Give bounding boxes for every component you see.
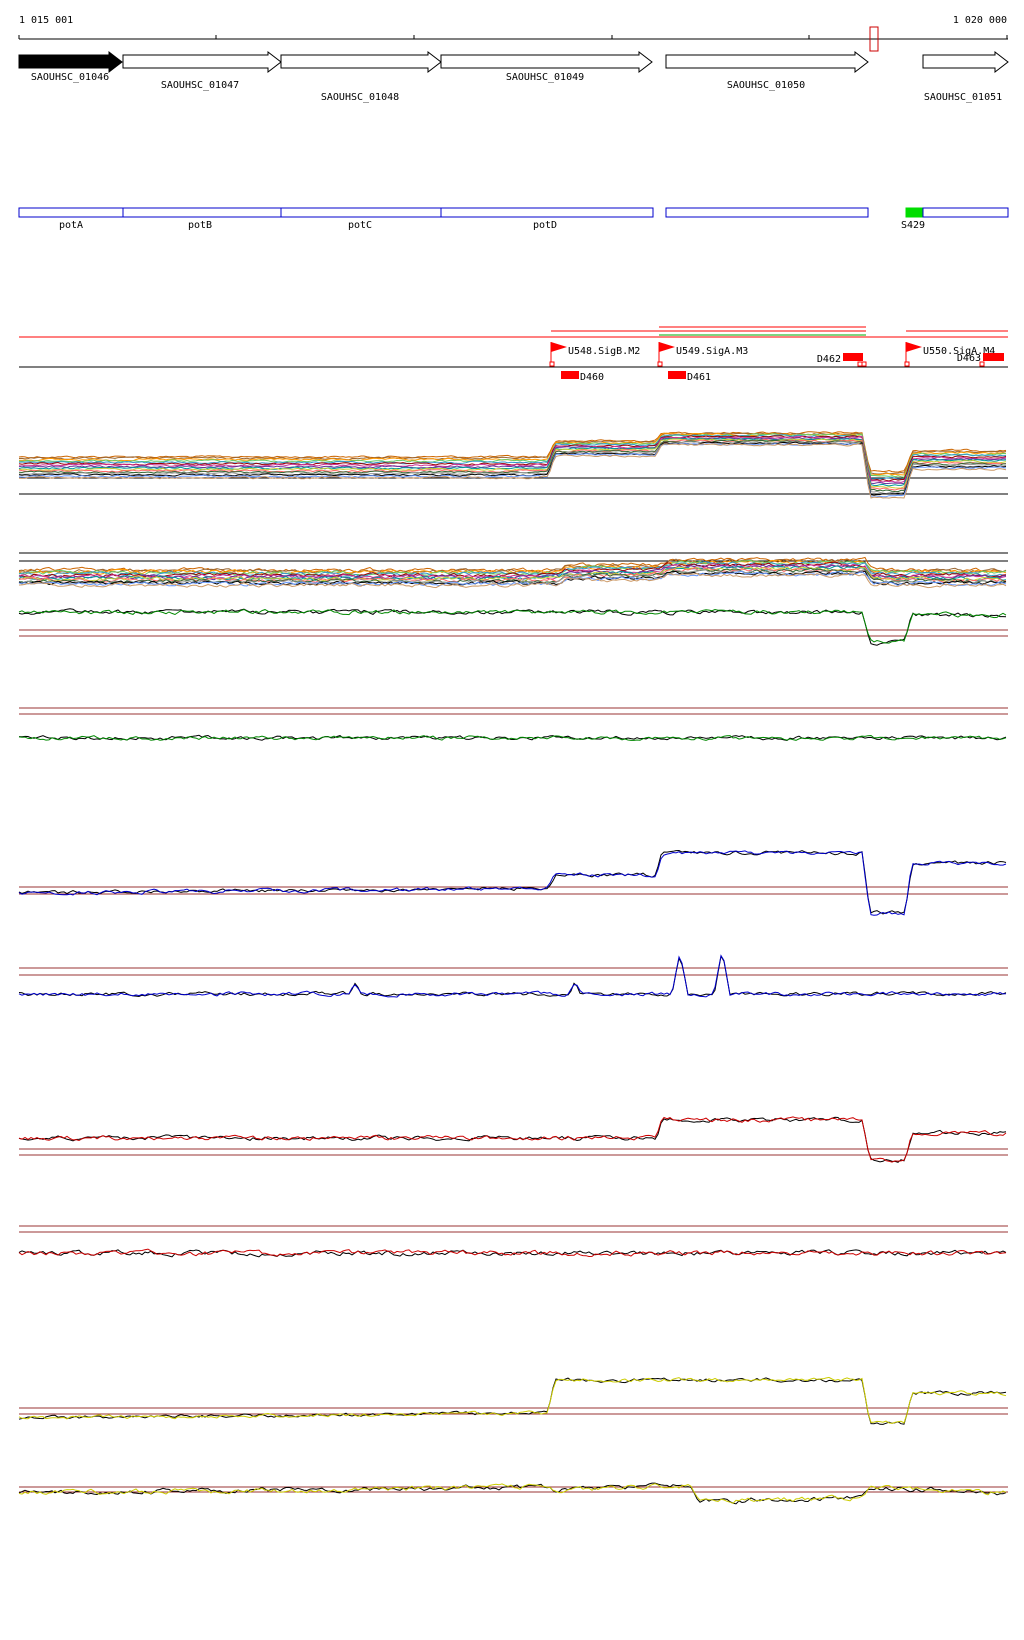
red-outline-marker-icon[interactable]	[869, 26, 879, 52]
profile-line	[18, 562, 1007, 580]
profile-line	[18, 850, 1007, 916]
feature-box-unnamed[interactable]	[665, 207, 869, 218]
gene-arrow-saouhsc-01049[interactable]	[440, 50, 653, 74]
feature-track: potA potB potC potD S429	[18, 207, 1009, 231]
profile-line	[18, 954, 1007, 998]
gene-arrow-saouhsc-01048[interactable]	[280, 50, 442, 74]
terminator-label: D462	[817, 354, 841, 365]
profile-line	[18, 1483, 1007, 1504]
promoter-label: U550.SigA.M4	[923, 346, 995, 357]
feature-label: potA	[59, 220, 83, 231]
profile-line	[18, 442, 1007, 498]
promoter-u548[interactable]: U548.SigB.M2	[549, 342, 640, 367]
s-feature-label: S429	[901, 220, 925, 231]
profile-line	[18, 443, 1007, 499]
profile-line	[18, 431, 1007, 473]
profile-line	[18, 734, 1007, 742]
promoter-label: U548.SigB.M2	[568, 346, 640, 357]
ruler-end-label: 1 020 000	[953, 15, 1007, 26]
promoter-label: U549.SigA.M3	[676, 346, 748, 357]
profile-line	[18, 1376, 1007, 1424]
flag-icon	[906, 342, 922, 352]
feature-label: potC	[348, 220, 372, 231]
profile-line	[18, 572, 1007, 589]
feature-box-pota[interactable]	[18, 207, 124, 218]
profile-line	[18, 954, 1007, 998]
gene-arrow-saouhsc-01050[interactable]	[665, 50, 869, 74]
promoter-u549[interactable]: U549.SigA.M3	[657, 342, 748, 367]
profile-line	[18, 436, 1007, 485]
gene-arrow-saouhsc-01051[interactable]	[922, 50, 1009, 74]
flag-icon	[659, 342, 675, 352]
flag-icon	[551, 342, 567, 352]
feature-box-unnamed[interactable]	[922, 207, 1009, 218]
profile-line	[18, 608, 1007, 644]
profile-line	[18, 440, 1007, 495]
feature-box-potb[interactable]	[122, 207, 282, 218]
gene-arrow-saouhsc-01047[interactable]	[122, 50, 282, 74]
profile-line	[18, 608, 1007, 646]
feature-box-potd[interactable]	[440, 207, 654, 218]
profile-line	[18, 734, 1007, 741]
profile-line	[18, 567, 1007, 584]
position-ruler: 1 015 001 1 020 000	[18, 15, 1008, 52]
expression-tracks	[18, 431, 1008, 1505]
profile-line	[18, 849, 1007, 915]
terminator-label: D463	[957, 353, 981, 364]
gene-track: SAOUHSC_01046 SAOUHSC_01047 SAOUHSC_0104…	[18, 50, 1009, 103]
terminator-d460[interactable]: D460	[561, 371, 604, 383]
profile-line	[18, 437, 1007, 487]
gene-label: SAOUHSC_01049	[506, 72, 584, 83]
terminator-label: D461	[687, 372, 711, 383]
s-feature-box[interactable]	[905, 207, 924, 218]
feature-label: potB	[188, 220, 212, 231]
regulatory-track: U548.SigB.M2 U549.SigA.M3 U550.SigA.M4 D…	[19, 326, 1008, 383]
profile-line	[18, 1248, 1007, 1258]
gene-label: SAOUHSC_01051	[924, 92, 1002, 103]
profile-line	[18, 556, 1007, 573]
terminator-d461[interactable]: D461	[668, 371, 711, 383]
terminator-d462[interactable]: D462	[817, 353, 867, 367]
feature-box-potc[interactable]	[280, 207, 442, 218]
profile-line	[18, 434, 1007, 481]
gene-label: SAOUHSC_01050	[727, 80, 805, 91]
profile-line	[18, 438, 1007, 491]
terminator-label: D460	[580, 372, 604, 383]
gene-arrow-saouhsc-01046[interactable]	[18, 50, 123, 74]
profile-line	[18, 1116, 1007, 1163]
profile-line	[18, 570, 1007, 587]
promoter-u550[interactable]: U550.SigA.M4	[904, 342, 995, 367]
gene-label: SAOUHSC_01048	[321, 92, 399, 103]
gene-label: SAOUHSC_01046	[31, 72, 109, 83]
terminator-d463[interactable]: D463	[957, 353, 1004, 367]
profile-line	[19, 561, 1007, 579]
ruler-start-label: 1 015 001	[19, 15, 73, 26]
feature-label: potD	[533, 220, 557, 231]
gene-label: SAOUHSC_01047	[161, 80, 239, 91]
profile-line	[18, 1116, 1007, 1163]
